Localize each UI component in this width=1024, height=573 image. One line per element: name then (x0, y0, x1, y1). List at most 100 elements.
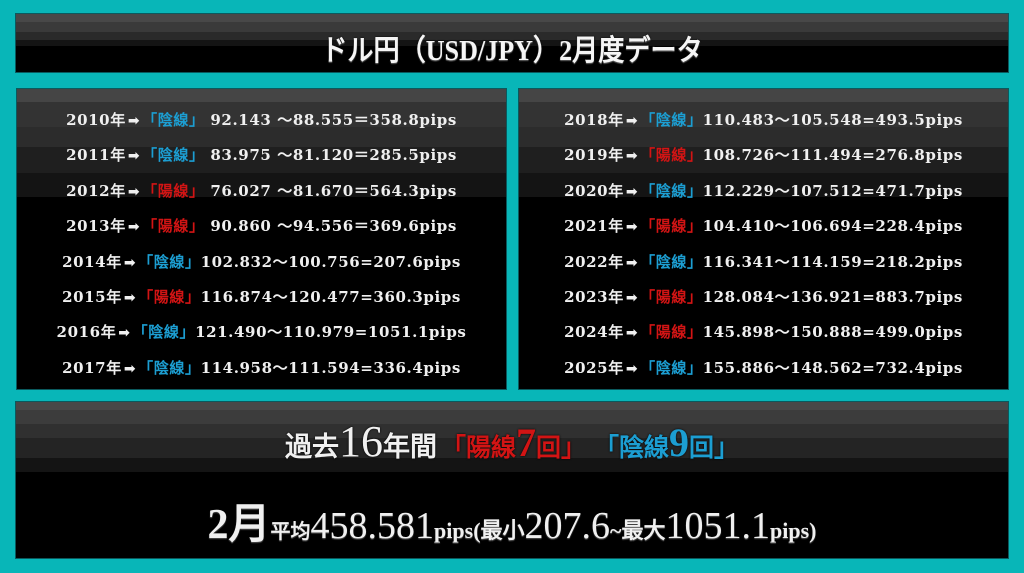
year-row: 2014年 ➡ 「陰線」102.832〜100.756=207.6pips (17, 245, 506, 280)
right-arrow-icon: ➡ (625, 113, 639, 129)
year-row: 2018年 ➡ 「陰線」110.483〜105.548=493.5pips (519, 103, 1008, 138)
candle-type-badge: 「陰線」 (142, 111, 205, 129)
year-label: 2018年 (564, 111, 624, 129)
right-arrow-icon: ➡ (118, 325, 131, 342)
year-row: 2010年 ➡ 「陰線」 92.143 〜88.555＝358.8pips (17, 103, 506, 138)
price-range-text: 102.832〜100.756=207.6pips (200, 252, 461, 271)
right-arrow-icon: ➡ (127, 148, 141, 165)
summary-month: 2月 (207, 502, 271, 548)
year-row: 2019年 ➡ 「陽線」108.726〜111.494=276.8pips (519, 138, 1008, 173)
year-label: 2025年 (564, 358, 624, 377)
min-value: 207.6 (524, 505, 611, 547)
year-label: 2019年 (564, 146, 624, 165)
year-list-left: 2010年 ➡ 「陰線」 92.143 〜88.555＝358.8pips 2011年… (17, 103, 506, 386)
average-value: 458.581 (310, 505, 435, 547)
price-range-text: 108.726〜111.494=276.8pips (702, 146, 963, 165)
summary-banner: 過去16年間 「陽線7回」 「陰線9回」 2月平均458.581pips(最小2… (15, 401, 1009, 559)
year-label: 2024年 (564, 323, 624, 342)
right-arrow-icon: ➡ (625, 254, 639, 271)
candle-type-badge: 「陽線」 (142, 217, 205, 236)
data-panel-2018-2025: 2018年 ➡ 「陰線」110.483〜105.548=493.5pips 2019年… (518, 88, 1009, 390)
year-row: 2012年 ➡ 「陽線」 76.027 〜81.670＝564.3pips (17, 174, 506, 209)
year-row: 2011年 ➡ 「陰線」 83.975 〜81.120＝285.5pips (17, 138, 506, 173)
year-row: 2023年 ➡ 「陽線」128.084〜136.921=883.7pips (519, 280, 1008, 315)
price-range-text: 90.860 〜94.556＝369.6pips (204, 217, 457, 236)
year-list-right: 2018年 ➡ 「陰線」110.483〜105.548=493.5pips 2019年… (519, 103, 1008, 386)
year-label: 2014年 (62, 252, 122, 271)
year-label: 2015年 (62, 287, 122, 306)
year-label: 2010年 (66, 111, 126, 129)
year-row: 2017年 ➡ 「陰線」114.958〜111.594=336.4pips (17, 351, 506, 386)
summary-years-suffix: 年間 (382, 432, 437, 462)
price-range-text: 104.410〜106.694=228.4pips (702, 217, 963, 236)
candle-type-badge: 「陽線」 (138, 287, 201, 306)
right-arrow-icon: ➡ (127, 183, 141, 200)
candle-type-badge: 「陽線」 (640, 323, 703, 342)
candle-type-badge: 「陽線」 (640, 146, 703, 165)
year-row: 2021年 ➡ 「陽線」104.410〜106.694=228.4pips (519, 209, 1008, 244)
summary-count-line: 過去16年間 「陽線7回」 「陰線9回」 (16, 416, 1008, 467)
year-label: 2022年 (564, 252, 624, 271)
candle-type-badge: 「陰線」 (640, 111, 703, 129)
year-label: 2012年 (66, 181, 126, 200)
year-label: 2023年 (564, 287, 624, 306)
price-range-text: 83.975 〜81.120＝285.5pips (204, 146, 457, 165)
candle-type-badge: 「陰線」 (132, 323, 196, 342)
price-range-text: 116.341〜114.159=218.2pips (702, 252, 963, 271)
price-range-text: 76.027 〜81.670＝564.3pips (204, 181, 457, 200)
year-label: 2013年 (66, 217, 126, 236)
right-arrow-icon: ➡ (625, 148, 639, 165)
right-arrow-icon: ➡ (123, 289, 137, 306)
max-label: 最大 (621, 518, 666, 543)
year-label: 2020年 (564, 181, 624, 200)
candle-type-badge: 「陰線」 (640, 358, 703, 377)
candle-type-badge: 「陰線」 (138, 252, 201, 271)
right-arrow-icon: ➡ (127, 113, 141, 129)
candle-type-badge: 「陰線」 (138, 358, 201, 377)
summary-prefix: 過去 (284, 432, 339, 462)
candle-type-badge: 「陽線」 (142, 181, 205, 200)
price-range-text: 116.874〜120.477=360.3pips (200, 287, 461, 306)
year-row: 2016年 ➡ 「陰線」121.490〜110.979=1051.1pips (17, 315, 506, 350)
year-label: 2011年 (66, 146, 126, 165)
right-arrow-icon: ➡ (625, 289, 639, 306)
candle-type-badge: 「陰線」 (640, 181, 703, 200)
right-arrow-icon: ➡ (123, 254, 137, 271)
data-panel-2010-2017: 2010年 ➡ 「陰線」 92.143 〜88.555＝358.8pips 2011年… (16, 88, 507, 390)
candle-type-badge: 「陽線」 (640, 287, 703, 306)
year-row: 2013年 ➡ 「陽線」 90.860 〜94.556＝369.6pips (17, 209, 506, 244)
right-arrow-icon: ➡ (625, 183, 639, 200)
summary-average-line: 2月平均458.581pips(最小207.6~最大1051.1pips) (207, 502, 817, 548)
price-range-text: 121.490〜110.979=1051.1pips (195, 323, 467, 342)
price-range-text: 128.084〜136.921=883.7pips (702, 287, 963, 306)
candle-type-badge: 「陰線」 (640, 252, 703, 271)
title-banner: ドル円（USD/JPY）2月度データ (15, 13, 1009, 73)
average-label: 平均 (270, 521, 311, 543)
candle-type-badge: 「陰線」 (142, 146, 205, 165)
price-range-text: 92.143 〜88.555＝358.8pips (204, 111, 457, 129)
candle-type-badge: 「陽線」 (640, 217, 703, 236)
summary-years: 16 (338, 417, 383, 466)
min-label: (最小 (473, 518, 525, 543)
year-row: 2025年 ➡ 「陰線」155.886〜148.562=732.4pips (519, 351, 1008, 386)
right-arrow-icon: ➡ (127, 219, 141, 236)
price-range-text: 112.229〜107.512=471.7pips (702, 181, 963, 200)
right-arrow-icon: ➡ (123, 360, 137, 377)
page-title: ドル円（USD/JPY）2月度データ (321, 35, 703, 67)
right-arrow-icon: ➡ (625, 360, 639, 377)
price-range-text: 145.898〜150.888=499.0pips (702, 323, 963, 342)
right-arrow-icon: ➡ (625, 325, 639, 342)
max-value: 1051.1 (665, 505, 770, 547)
year-row: 2020年 ➡ 「陰線」112.229〜107.512=471.7pips (519, 174, 1008, 209)
year-row: 2024年 ➡ 「陽線」145.898〜150.888=499.0pips (519, 315, 1008, 350)
right-arrow-icon: ➡ (625, 219, 639, 236)
price-range-text: 110.483〜105.548=493.5pips (702, 111, 963, 129)
year-row: 2015年 ➡ 「陽線」116.874〜120.477=360.3pips (17, 280, 506, 315)
year-row: 2022年 ➡ 「陰線」116.341〜114.159=218.2pips (519, 245, 1008, 280)
year-label: 2017年 (62, 358, 122, 377)
year-label: 2016年 (56, 323, 117, 342)
bullish-count: 「陽線7回」 (440, 420, 586, 465)
year-label: 2021年 (564, 217, 624, 236)
bearish-count: 「陰線9回」 (594, 420, 740, 465)
price-range-text: 155.886〜148.562=732.4pips (702, 358, 963, 377)
